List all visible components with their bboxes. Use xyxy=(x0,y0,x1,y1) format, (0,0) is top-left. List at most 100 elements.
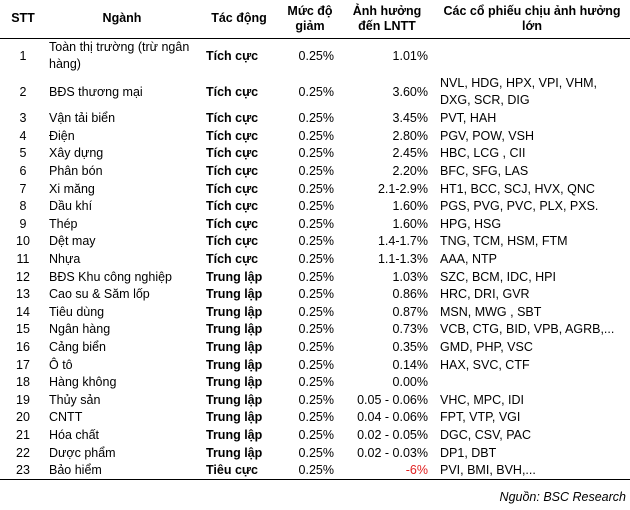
row-sector: Thép xyxy=(49,216,78,231)
row-stocks: PGV, POW, VSH xyxy=(440,128,535,143)
row-stt: 17 xyxy=(16,357,30,372)
row-impact: Trung lập xyxy=(206,392,263,407)
row-stocks: HPG, HSG xyxy=(440,216,502,231)
row-level: 0.25% xyxy=(298,392,334,407)
row-level: 0.25% xyxy=(298,164,334,179)
row-sector: Phân bón xyxy=(49,164,103,179)
table-row: 12 BĐS Khu công nghiệp Trung lập 0.25% 1.03%… xyxy=(0,268,630,286)
row-impact: Tích cực xyxy=(206,48,259,63)
row-level: 0.25% xyxy=(298,322,334,337)
sector-impact-table: STT Ngành Tác động Mức độ giảm Ảnh hưởng… xyxy=(0,0,630,480)
table-row: 18 Hàng không Trung lập 0.25% 0.00% xyxy=(0,374,630,392)
table-row: 4 Điện Tích cực 0.25% 2.80% PGV, POW, VSH xyxy=(0,128,630,146)
row-level: 0.25% xyxy=(298,287,334,302)
row-stt: 10 xyxy=(16,234,30,249)
row-stt: 13 xyxy=(16,287,30,302)
row-stt: 8 xyxy=(19,199,27,214)
table-row: 3 Vận tải biển Tích cực 0.25% 3.45% PVT, HAH xyxy=(0,110,630,128)
table-row: 15 Ngân hàng Trung lập 0.25% 0.73% VCB, CTG, … xyxy=(0,321,630,339)
row-stt: 12 xyxy=(16,269,30,284)
row-sector: Ô tô xyxy=(49,357,73,372)
table-row: 8 Dầu khí Tích cực 0.25% 1.60% PGS, PVG, PVC,… xyxy=(0,198,630,216)
row-effect: 1.01% xyxy=(392,48,428,63)
row-effect: 2.1-2.9% xyxy=(377,181,428,196)
row-level: 0.25% xyxy=(298,128,334,143)
row-sector: Toàn thị trường (trừ ngân hàng) xyxy=(49,40,190,72)
row-stt: 16 xyxy=(16,340,30,355)
row-stocks xyxy=(434,38,630,74)
row-level: 0.25% xyxy=(298,445,334,460)
header-stt: STT xyxy=(0,0,46,39)
row-stt: 22 xyxy=(16,445,30,460)
table-row: 21 Hóa chất Trung lập 0.25% 0.02 - 0.05% DGC,… xyxy=(0,427,630,445)
table-row: 6 Phân bón Tích cực 0.25% 2.20% BFC, SFG, LAS xyxy=(0,163,630,181)
row-level: 0.25% xyxy=(298,252,334,267)
row-impact: Trung lập xyxy=(206,269,263,284)
row-impact: Tích cực xyxy=(206,199,259,214)
row-level: 0.25% xyxy=(298,234,334,249)
row-level: 0.25% xyxy=(298,84,334,99)
row-level: 0.25% xyxy=(298,340,334,355)
row-impact: Tích cực xyxy=(206,128,259,143)
row-effect: 1.1-1.3% xyxy=(377,252,428,267)
row-stt: 23 xyxy=(0,461,46,480)
row-stocks: PVT, HAH xyxy=(440,111,497,126)
row-stocks: AAA, NTP xyxy=(440,252,497,267)
row-stocks: VCB, CTG, BID, VPB, AGRB,... xyxy=(440,322,615,337)
header-impact: Tác động xyxy=(198,0,280,39)
row-stt: 15 xyxy=(16,322,30,337)
row-level: 0.25% xyxy=(298,410,334,425)
row-level: 0.25% xyxy=(298,181,334,196)
row-effect: 1.60% xyxy=(392,216,428,231)
row-stocks: PVI, BMI, BVH,... xyxy=(434,461,630,480)
row-effect: 1.4-1.7% xyxy=(377,234,428,249)
row-stt: 4 xyxy=(19,128,27,143)
row-stt: 1 xyxy=(19,48,27,63)
row-effect: 2.20% xyxy=(392,164,428,179)
row-stocks: DP1, DBT xyxy=(440,445,497,460)
table-row: 14 Tiêu dùng Trung lập 0.25% 0.87% MSN, MWG ,… xyxy=(0,304,630,322)
row-stocks: HAX, SVC, CTF xyxy=(440,357,530,372)
row-impact: Trung lập xyxy=(206,427,263,442)
row-level: 0.25% xyxy=(298,304,334,319)
row-stocks: HRC, DRI, GVR xyxy=(440,287,530,302)
row-impact: Tích cực xyxy=(206,234,259,249)
table-row: 1 Toàn thị trường (trừ ngân hàng) Tích cực… xyxy=(0,38,630,74)
row-sector: Tiêu dùng xyxy=(49,304,105,319)
row-stocks: HT1, BCC, SCJ, HVX, QNC xyxy=(440,181,595,196)
table-header-row: STT Ngành Tác động Mức độ giảm Ảnh hưởng… xyxy=(0,0,630,39)
row-stt: 11 xyxy=(16,252,30,267)
row-sector: BĐS Khu công nghiệp xyxy=(49,269,173,284)
row-stt: 14 xyxy=(16,304,30,319)
row-impact: Trung lập xyxy=(206,357,263,372)
row-stt: 20 xyxy=(16,410,30,425)
row-stt: 9 xyxy=(19,216,27,231)
header-effect: Ảnh hưởng đến LNTT xyxy=(340,0,434,39)
row-sector: Cảng biển xyxy=(49,340,106,355)
row-impact: Trung lập xyxy=(206,304,263,319)
header-stocks: Các cổ phiếu chịu ảnh hưởng lớn xyxy=(434,0,630,39)
row-effect: -6% xyxy=(340,461,434,480)
row-effect: 0.00% xyxy=(392,375,428,390)
row-stt: 5 xyxy=(19,146,27,161)
row-level: 0.25% xyxy=(298,48,334,63)
row-sector: Ngân hàng xyxy=(49,322,111,337)
row-effect: 3.45% xyxy=(392,111,428,126)
row-sector: CNTT xyxy=(49,410,83,425)
table-body: 1 Toàn thị trường (trừ ngân hàng) Tích cực… xyxy=(0,38,630,480)
row-stt: 18 xyxy=(16,375,30,390)
row-sector: Xây dựng xyxy=(49,146,104,161)
row-effect: 0.87% xyxy=(392,304,428,319)
row-impact: Trung lập xyxy=(206,340,263,355)
row-sector: Thủy sản xyxy=(49,392,101,407)
row-stt: 3 xyxy=(19,111,27,126)
header-sector: Ngành xyxy=(46,0,198,39)
row-effect: 3.60% xyxy=(392,84,428,99)
row-sector: Vận tải biển xyxy=(49,111,116,126)
row-impact: Tích cực xyxy=(206,84,259,99)
row-level: 0.25% xyxy=(298,357,334,372)
row-impact: Tích cực xyxy=(206,111,259,126)
table-row: 20 CNTT Trung lập 0.25% 0.04 - 0.06% FPT, VTP… xyxy=(0,409,630,427)
row-level: 0.25% xyxy=(298,269,334,284)
row-stocks: FPT, VTP, VGI xyxy=(440,410,521,425)
